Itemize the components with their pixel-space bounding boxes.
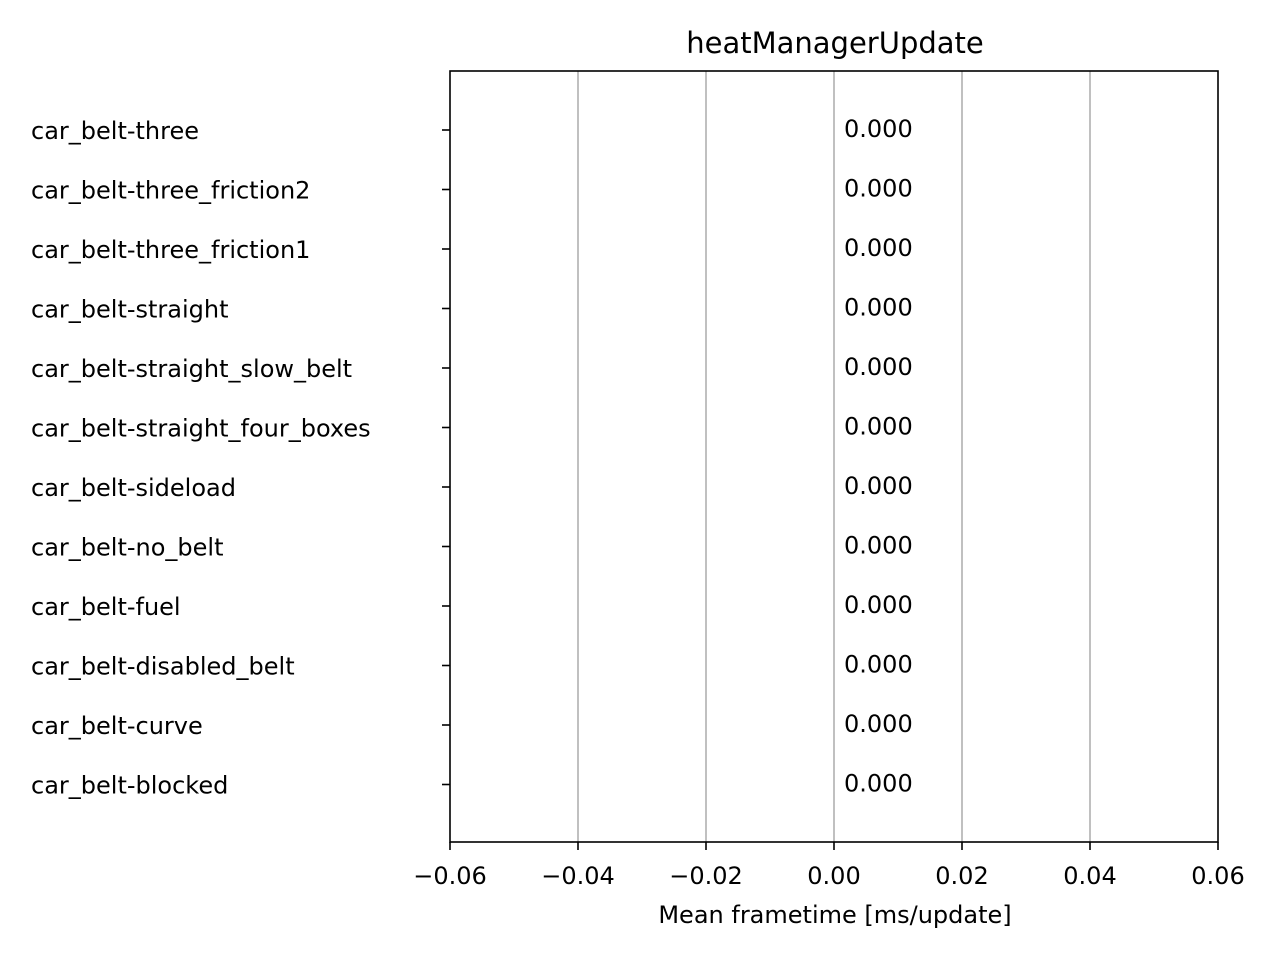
y-tick-label: car_belt-three_friction2 [31, 177, 310, 205]
value-label: 0.000 [844, 472, 913, 500]
y-tick-label: car_belt-curve [31, 712, 203, 740]
gridlines [577, 71, 1091, 842]
value-label: 0.000 [844, 591, 913, 619]
x-tick-label: 0.00 [807, 862, 860, 890]
y-tick-label: car_belt-straight_slow_belt [31, 355, 352, 383]
x-axis-label: Mean frametime [ms/update] [658, 901, 1011, 929]
value-label: 0.000 [844, 770, 913, 798]
value-label: 0.000 [844, 353, 913, 381]
value-labels: 0.000 0.000 0.000 0.000 0.000 0.000 0.000 0.000… [844, 115, 913, 798]
y-tick-label: car_belt-no_belt [31, 534, 223, 562]
y-tick-label: car_belt-three [31, 117, 199, 145]
y-tick-label: car_belt-disabled_belt [31, 653, 295, 681]
y-axis: car_belt-three car_belt-three_friction2ca… [31, 117, 450, 800]
value-label: 0.000 [844, 532, 913, 560]
value-label: 0.000 [844, 175, 913, 203]
y-tick-label: car_belt-straight_four_boxes [31, 415, 371, 443]
x-tick-label: −0.02 [669, 862, 743, 890]
value-label: 0.000 [844, 234, 913, 262]
x-axis: −0.06 −0.04 −0.02 0.00 0.02 0.04 0.06 [413, 842, 1245, 890]
x-tick-label: 0.04 [1063, 862, 1116, 890]
value-label: 0.000 [844, 413, 913, 441]
x-tick-label: 0.06 [1191, 862, 1244, 890]
y-tick-label: car_belt-blocked [31, 772, 228, 800]
value-label: 0.000 [844, 651, 913, 679]
value-label: 0.000 [844, 115, 913, 143]
value-label: 0.000 [844, 710, 913, 738]
y-tick-label: car_belt-straight [31, 296, 229, 324]
y-tick-label: car_belt-sideload [31, 474, 236, 502]
y-tick-label: car_belt-fuel [31, 593, 181, 621]
chart-title: heatManagerUpdate [686, 26, 984, 60]
x-tick-label: 0.02 [935, 862, 988, 890]
x-tick-label: −0.06 [413, 862, 487, 890]
x-tick-label: −0.04 [541, 862, 615, 890]
y-tick-label: car_belt-three_friction1 [31, 236, 310, 264]
value-label: 0.000 [844, 294, 913, 322]
